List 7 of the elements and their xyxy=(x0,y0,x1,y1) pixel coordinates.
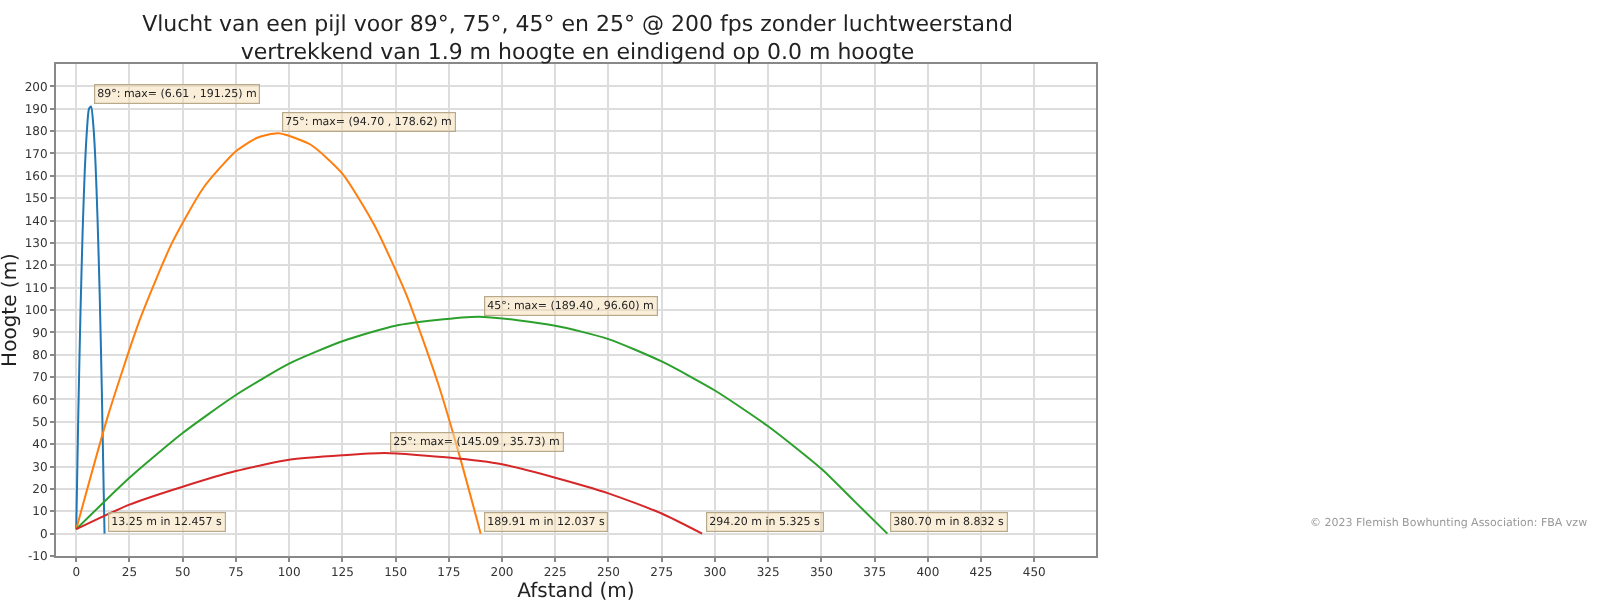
line-series xyxy=(75,105,106,535)
y-axis-title: Hoogte (m) xyxy=(0,252,22,367)
x-axis-title: Afstand (m) xyxy=(517,581,635,604)
chart-title: Vlucht van een pijl voor 89°, 75°, 45° en 25° @ 200 fps zonder luchtweerstand xyxy=(142,10,1014,37)
line-series xyxy=(75,452,704,535)
line-series xyxy=(75,315,889,535)
chart-subtitle: vertrekkend van 1.9 m hoogte en eindigend op 0.0 m hoogte xyxy=(240,39,915,66)
